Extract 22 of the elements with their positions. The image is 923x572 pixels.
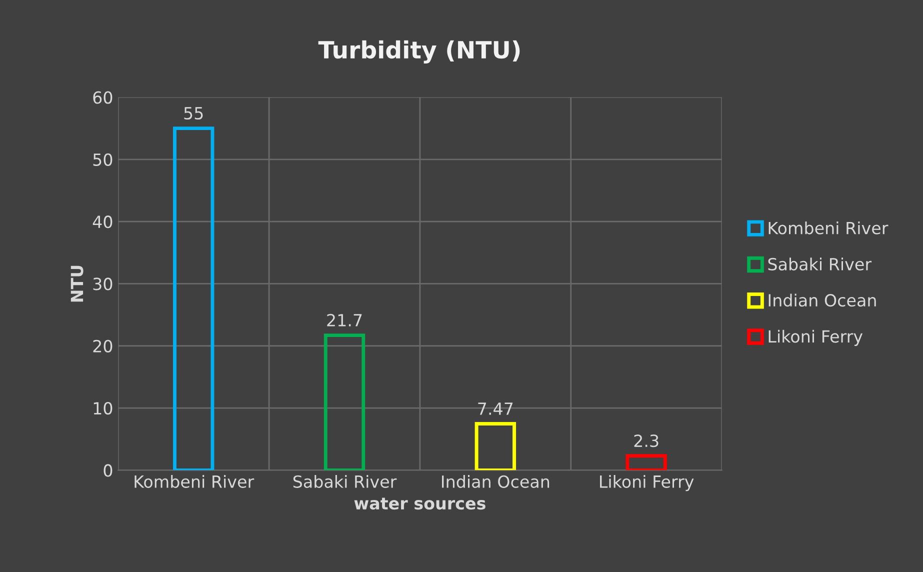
x-axis-title: water sources (354, 498, 486, 510)
data-label: 21.7 (327, 314, 362, 326)
y-tick-label: 40 (92, 216, 112, 228)
x-tick-label: Likoni Ferry (600, 475, 694, 492)
y-tick-label: 0 (104, 464, 112, 477)
data-label: 55 (184, 107, 203, 120)
legend-label: Likoni Ferry (768, 330, 863, 346)
legend-label: Indian Ocean (768, 294, 876, 307)
y-axis-title: NTU (70, 266, 84, 302)
legend-label: Kombeni River (768, 221, 888, 234)
legend-label: Sabaki River (768, 258, 872, 270)
y-tick-label: 30 (93, 278, 112, 290)
x-tick-label: Indian Ocean (442, 475, 550, 488)
y-tick-label: 20 (93, 340, 112, 352)
y-tick-label: 60 (93, 91, 112, 104)
data-label: 2.3 (634, 434, 658, 448)
chart-title: Turbidity (NTU) (318, 40, 520, 64)
y-tick-label: 50 (93, 153, 112, 166)
x-tick-label: Kombeni River (134, 475, 254, 488)
data-label: 7.47 (478, 402, 513, 415)
y-tick-label: 10 (94, 402, 112, 415)
x-tick-label: Sabaki River (293, 475, 397, 488)
